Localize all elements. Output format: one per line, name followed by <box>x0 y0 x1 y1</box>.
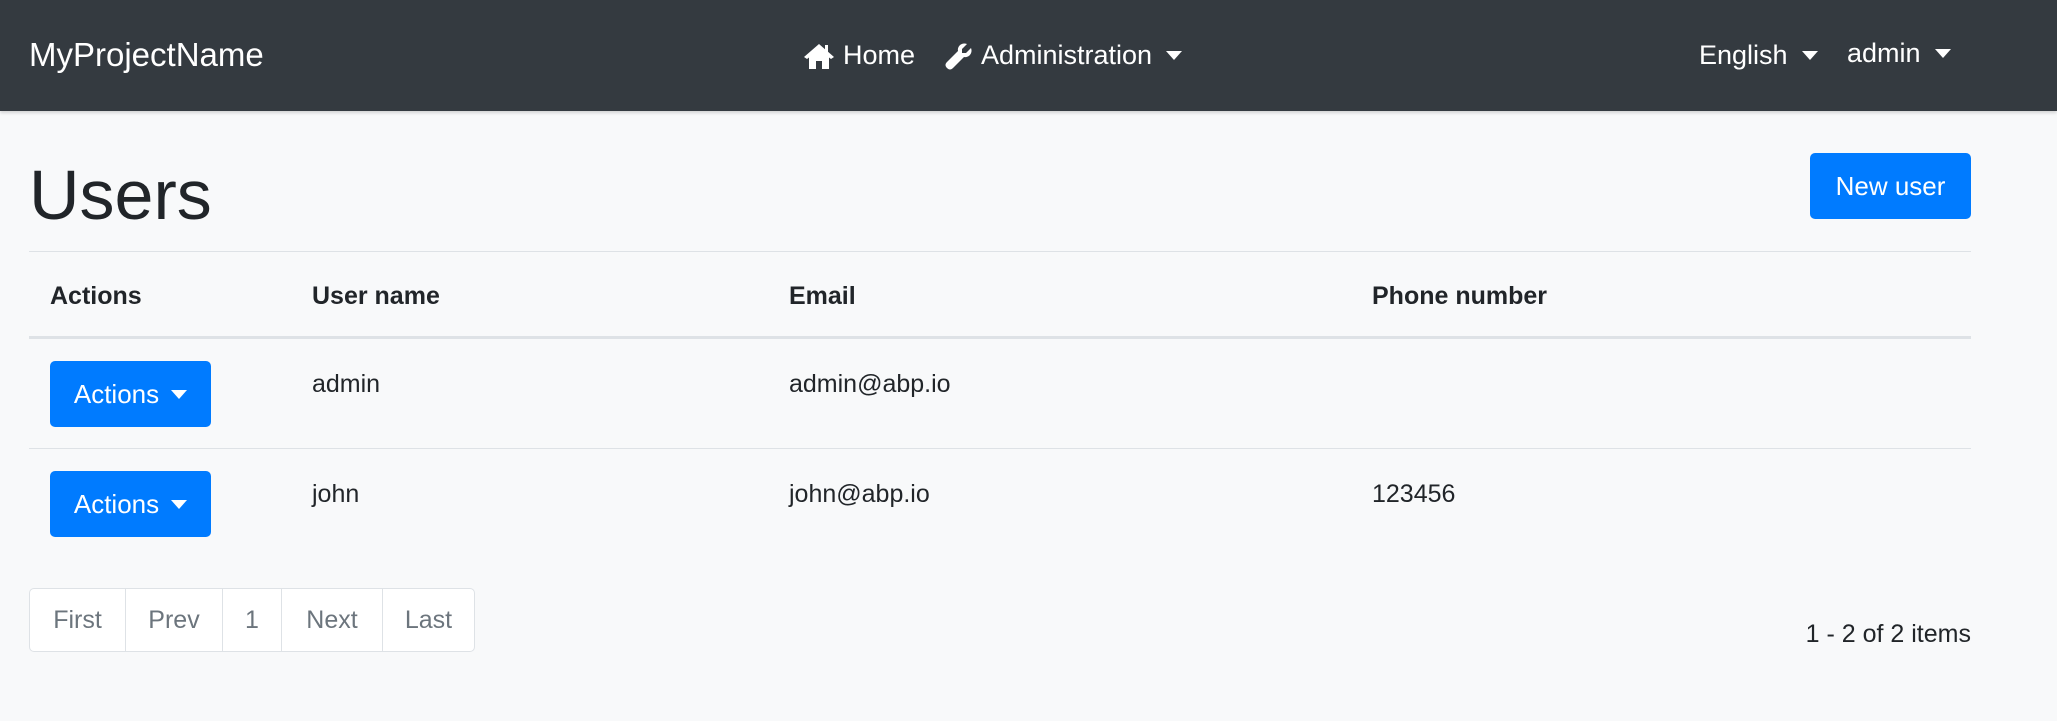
cell-username: john <box>312 480 360 508</box>
pagination-summary: 1 - 2 of 2 items <box>1805 620 1971 648</box>
nav-administration[interactable]: Administration <box>945 40 1183 71</box>
header-divider <box>29 336 1971 339</box>
caret-down-icon <box>1801 51 1818 60</box>
page-1[interactable]: 1 <box>223 589 282 651</box>
wrench-icon <box>945 42 972 69</box>
cell-email: admin@abp.io <box>789 370 951 398</box>
caret-down-icon <box>1934 49 1951 58</box>
column-header-username[interactable]: User name <box>312 282 440 310</box>
actions-label: Actions <box>73 488 160 519</box>
actions-label: Actions <box>73 378 160 409</box>
cell-phone: 123456 <box>1372 480 1456 508</box>
pagination: First Prev 1 Next Last <box>29 588 475 652</box>
column-header-email[interactable]: Email <box>789 282 856 310</box>
user-dropdown[interactable]: admin <box>1847 38 1951 69</box>
page-title: Users <box>29 156 212 234</box>
column-header-actions[interactable]: Actions <box>50 282 142 310</box>
brand-link[interactable]: MyProjectName <box>29 36 264 73</box>
caret-down-icon <box>1166 51 1183 60</box>
column-header-phone[interactable]: Phone number <box>1372 282 1548 310</box>
home-icon <box>804 43 834 69</box>
navbar: MyProjectName Home Administration Englis… <box>0 0 2057 111</box>
new-user-button[interactable]: New user <box>1810 153 1971 219</box>
caret-down-icon <box>171 499 188 509</box>
page-prev[interactable]: Prev <box>126 589 223 651</box>
actions-dropdown-button[interactable]: Actions <box>50 361 211 427</box>
page-last[interactable]: Last <box>404 605 453 634</box>
language-label: English <box>1699 40 1788 70</box>
nav-home[interactable]: Home <box>803 40 915 71</box>
page-first[interactable]: First <box>30 589 126 651</box>
caret-down-icon <box>171 389 188 399</box>
divider <box>29 251 1971 252</box>
page-next[interactable]: Next <box>282 589 383 651</box>
row-divider <box>29 448 1971 449</box>
language-dropdown[interactable]: English <box>1699 40 1818 71</box>
cell-username: admin <box>312 370 381 398</box>
nav-administration-label: Administration <box>981 40 1153 70</box>
user-label: admin <box>1847 38 1921 68</box>
cell-email: john@abp.io <box>789 480 930 508</box>
nav-home-label: Home <box>843 40 916 70</box>
actions-dropdown-button[interactable]: Actions <box>50 471 211 537</box>
